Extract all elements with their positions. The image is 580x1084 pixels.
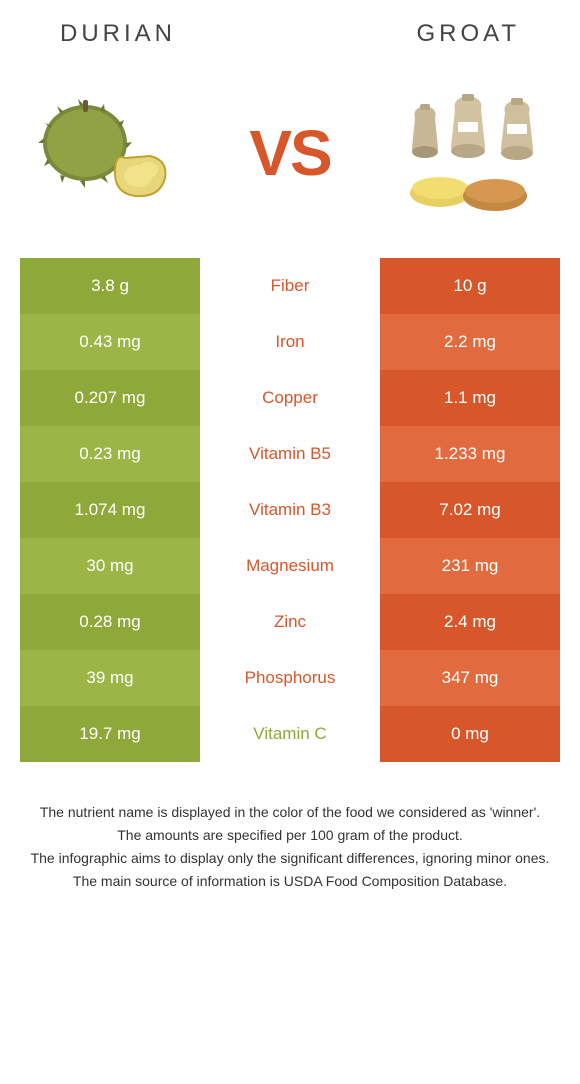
table-row: 0.28 mgZinc2.4 mg xyxy=(20,594,560,650)
table-row: 0.23 mgVitamin B51.233 mg xyxy=(20,426,560,482)
left-value: 19.7 mg xyxy=(20,706,200,762)
nutrient-label: Zinc xyxy=(200,594,380,650)
footer-line: The infographic aims to display only the… xyxy=(20,848,560,869)
left-value: 0.28 mg xyxy=(20,594,200,650)
right-value: 1.1 mg xyxy=(380,370,560,426)
nutrient-label: Vitamin B3 xyxy=(200,482,380,538)
right-food-title: GROAT xyxy=(416,20,520,48)
right-value: 2.2 mg xyxy=(380,314,560,370)
right-value: 347 mg xyxy=(380,650,560,706)
footer-notes: The nutrient name is displayed in the co… xyxy=(0,762,580,914)
durian-image xyxy=(30,88,190,218)
right-value: 231 mg xyxy=(380,538,560,594)
footer-line: The amounts are specified per 100 gram o… xyxy=(20,825,560,846)
nutrient-label: Copper xyxy=(200,370,380,426)
left-value: 1.074 mg xyxy=(20,482,200,538)
nutrient-label: Vitamin B5 xyxy=(200,426,380,482)
table-row: 30 mgMagnesium231 mg xyxy=(20,538,560,594)
left-value: 3.8 g xyxy=(20,258,200,314)
right-value: 2.4 mg xyxy=(380,594,560,650)
left-value: 0.43 mg xyxy=(20,314,200,370)
right-value: 0 mg xyxy=(380,706,560,762)
table-row: 19.7 mgVitamin C0 mg xyxy=(20,706,560,762)
left-value: 0.23 mg xyxy=(20,426,200,482)
footer-line: The nutrient name is displayed in the co… xyxy=(20,802,560,823)
right-value: 1.233 mg xyxy=(380,426,560,482)
vs-label: VS xyxy=(249,116,330,190)
nutrient-label: Magnesium xyxy=(200,538,380,594)
left-food-title: DURIAN xyxy=(60,20,176,48)
nutrient-label: Phosphorus xyxy=(200,650,380,706)
left-value: 30 mg xyxy=(20,538,200,594)
table-row: 0.43 mgIron2.2 mg xyxy=(20,314,560,370)
table-row: 3.8 gFiber10 g xyxy=(20,258,560,314)
table-row: 0.207 mgCopper1.1 mg xyxy=(20,370,560,426)
nutrient-table: 3.8 gFiber10 g0.43 mgIron2.2 mg0.207 mgC… xyxy=(20,258,560,762)
groat-image xyxy=(390,88,550,218)
table-row: 39 mgPhosphorus347 mg xyxy=(20,650,560,706)
table-row: 1.074 mgVitamin B37.02 mg xyxy=(20,482,560,538)
footer-line: The main source of information is USDA F… xyxy=(20,871,560,892)
right-value: 7.02 mg xyxy=(380,482,560,538)
nutrient-label: Iron xyxy=(200,314,380,370)
nutrient-label: Fiber xyxy=(200,258,380,314)
images-row: VS xyxy=(0,58,580,258)
right-value: 10 g xyxy=(380,258,560,314)
left-value: 0.207 mg xyxy=(20,370,200,426)
nutrient-label: Vitamin C xyxy=(200,706,380,762)
left-value: 39 mg xyxy=(20,650,200,706)
header-row: DURIAN GROAT xyxy=(0,0,580,58)
